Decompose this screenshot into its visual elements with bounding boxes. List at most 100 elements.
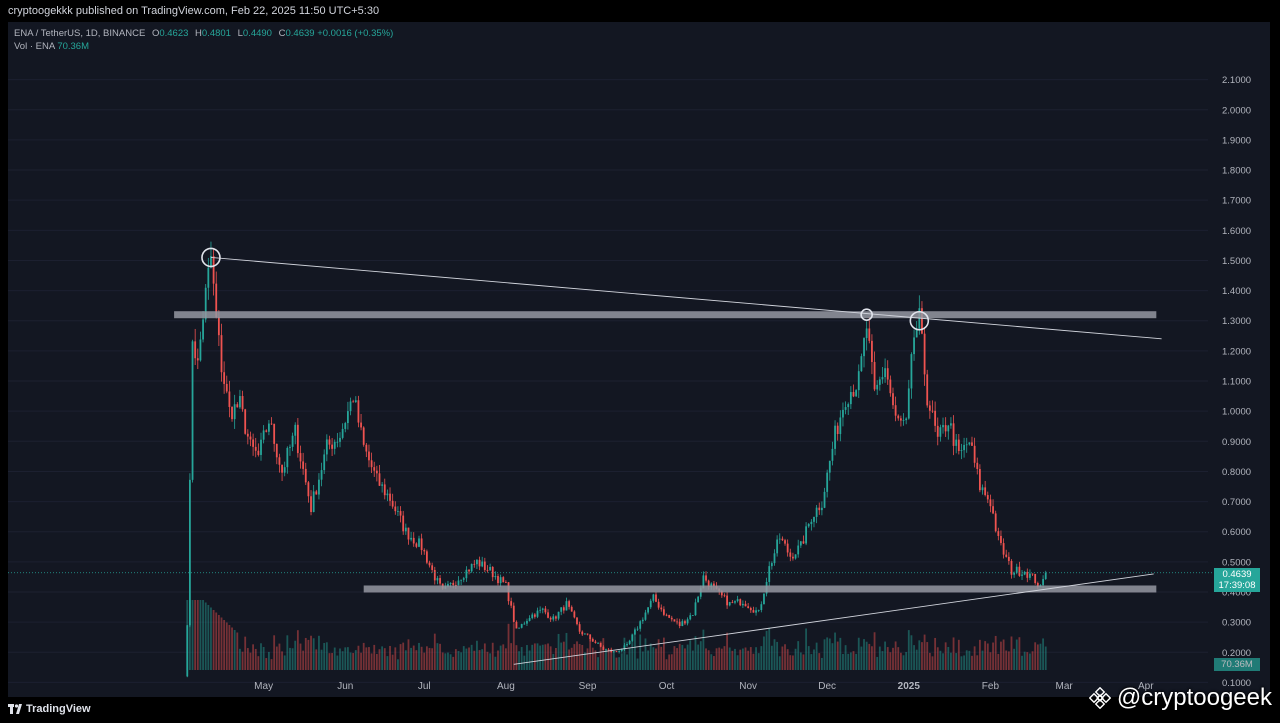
volume-bar: [199, 600, 202, 670]
candle-body: [768, 566, 771, 582]
volume-bar: [718, 647, 721, 670]
volume-bar: [726, 632, 728, 670]
volume-bar: [660, 646, 663, 670]
volume-bar: [818, 653, 821, 670]
volume-bar: [186, 600, 189, 670]
candle-body: [476, 559, 478, 565]
candle-body: [318, 479, 320, 495]
candle-body: [470, 563, 473, 572]
candle-body: [802, 541, 805, 544]
candle-body: [452, 582, 455, 585]
volume-bar: [404, 650, 407, 670]
highlight-circle[interactable]: [909, 310, 930, 331]
candle-body: [907, 388, 910, 419]
volume-bar: [402, 642, 405, 670]
volume-bar: [565, 632, 568, 670]
candle-body: [884, 368, 886, 378]
candle-body: [460, 579, 463, 581]
candle-body: [770, 563, 773, 567]
volume-bar: [504, 648, 507, 670]
volume-bar: [499, 645, 502, 670]
volume-bar: [265, 658, 268, 670]
chart-legend: ENA / TetherUS, 1D, BINANCE O0.4623 H0.4…: [14, 27, 393, 53]
candle-body: [483, 561, 486, 570]
volume-label[interactable]: Vol · ENA: [14, 41, 55, 52]
volume-bar: [965, 650, 968, 670]
candle-body: [691, 615, 694, 616]
trendline[interactable]: [210, 256, 1162, 340]
low-label: L: [237, 28, 243, 39]
volume-bar: [778, 656, 781, 670]
volume-badge: 70.36M: [1214, 658, 1260, 671]
volume-bar: [320, 649, 323, 670]
volume-bar: [570, 647, 573, 670]
volume-bar: [670, 654, 673, 670]
candle-body: [886, 368, 889, 380]
volume-bar: [910, 635, 913, 670]
candle-body: [231, 406, 233, 420]
tradingview-brand[interactable]: TradingView: [8, 703, 91, 715]
volume-bar: [620, 653, 623, 670]
volume-bar: [815, 642, 818, 670]
volume-bar: [1026, 652, 1029, 670]
volume-bar: [555, 647, 557, 670]
chart-panel[interactable]: 2.1000 2.0000 1.9000 1.8000 1.7000 1.6000 1.50…: [8, 22, 1270, 697]
candle-body: [386, 493, 389, 496]
volume-bar: [375, 653, 378, 670]
volume-bar: [647, 650, 649, 670]
candle-body: [973, 445, 976, 463]
volume-bar: [607, 651, 610, 670]
volume-bar: [1042, 638, 1044, 670]
volume-bar: [344, 647, 347, 670]
candle-body: [515, 621, 518, 629]
y-tick-label: 0.7000: [1222, 497, 1251, 508]
volume-bar: [686, 644, 689, 670]
horizontal-zone[interactable]: [363, 585, 1157, 593]
symbol-label[interactable]: ENA / TetherUS, 1D, BINANCE: [14, 28, 146, 39]
volume-bar: [871, 646, 873, 670]
candle-body: [502, 577, 505, 583]
candle-body: [1021, 574, 1023, 576]
volume-bar: [386, 656, 389, 670]
volume-bar: [757, 653, 760, 670]
volume-bar: [360, 652, 362, 670]
volume-bar: [1007, 651, 1010, 670]
volume-bar: [784, 644, 786, 670]
volume-bar: [439, 643, 441, 670]
volume-bar: [357, 645, 360, 670]
volume-bar: [855, 653, 858, 670]
volume-bar: [792, 655, 794, 670]
candle-body: [539, 609, 542, 611]
highlight-circle[interactable]: [860, 308, 873, 322]
candle-body: [586, 633, 589, 635]
candle-body: [265, 430, 268, 432]
volume-bar: [325, 642, 328, 670]
volume-bar: [444, 653, 447, 670]
candle-body: [781, 538, 784, 541]
candle-body: [831, 448, 834, 461]
candle-body: [602, 646, 605, 650]
volume-bar: [863, 639, 865, 670]
volume-bar: [333, 647, 336, 670]
volume-bar: [947, 646, 950, 670]
highlight-circle[interactable]: [201, 247, 221, 268]
volume-bar: [760, 646, 763, 670]
candle-body: [328, 439, 331, 445]
candle-body: [813, 516, 815, 522]
volume-bar: [723, 646, 726, 670]
candle-body: [202, 319, 204, 340]
volume-bar: [307, 639, 310, 670]
volume-bar: [720, 648, 723, 670]
candle-body: [739, 599, 742, 606]
trendline[interactable]: [513, 573, 1154, 665]
candle-body: [857, 371, 860, 391]
volume-bar: [328, 653, 331, 670]
volume-bar: [460, 652, 463, 670]
volume-bar: [315, 649, 318, 670]
candle-body: [702, 575, 705, 589]
horizontal-zone[interactable]: [174, 311, 1157, 319]
volume-bar: [191, 600, 194, 670]
candle-body: [267, 423, 270, 432]
candlestick-chart[interactable]: 2.1000 2.0000 1.9000 1.8000 1.7000 1.6000 1.50…: [8, 22, 1270, 697]
volume-bar: [710, 654, 713, 670]
